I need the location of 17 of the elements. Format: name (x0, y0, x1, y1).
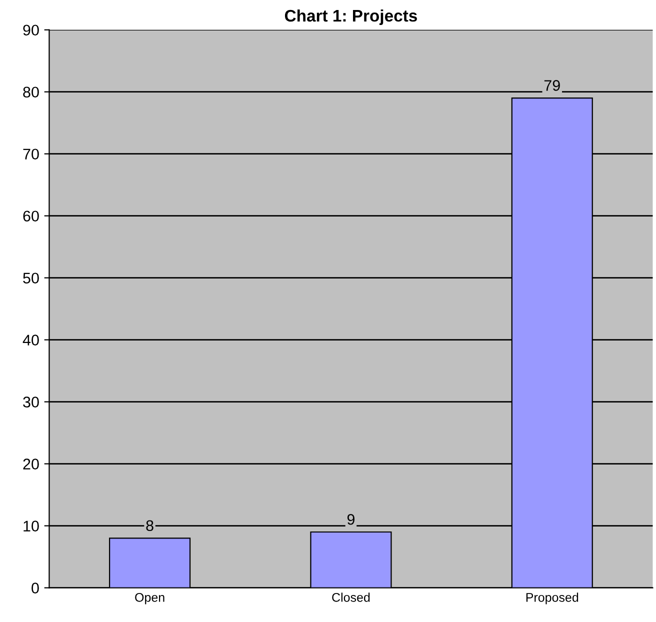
y-tick-label: 80 (23, 86, 39, 98)
y-tick-label: 70 (23, 148, 39, 160)
y-tick-label: 20 (23, 458, 39, 470)
x-tick-label: Closed (332, 592, 370, 602)
data-label: 79 (544, 80, 560, 91)
y-tick-label: 40 (22, 334, 39, 346)
y-tick-label: 50 (23, 272, 39, 284)
data-label: 9 (347, 514, 354, 525)
y-tick-label: 90 (23, 24, 39, 36)
chart-title: Chart 1: Projects (284, 9, 417, 25)
y-tick-label: 0 (32, 582, 39, 594)
y-tick-label: 30 (23, 396, 39, 408)
x-tick-label: Proposed (526, 592, 578, 604)
data-label: 8 (146, 520, 154, 532)
x-tick-label: Open (135, 592, 164, 604)
y-tick-label: 10 (24, 520, 39, 532)
y-tick-label: 60 (23, 210, 39, 222)
